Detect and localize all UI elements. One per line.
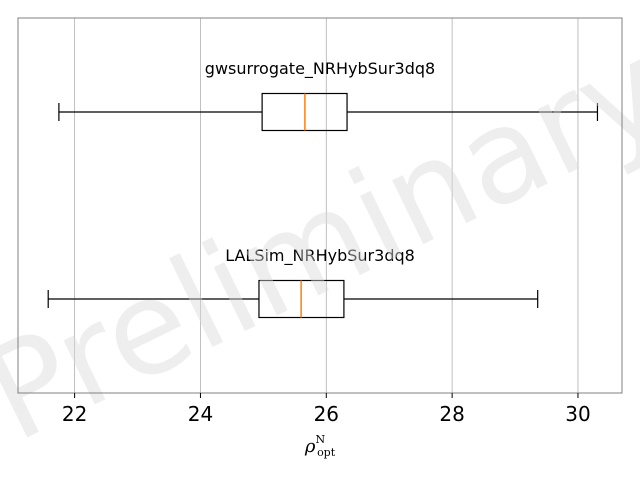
x-axis-ticks: 22 24 26 28 30 xyxy=(62,393,591,426)
grid-lines xyxy=(74,18,579,393)
x-tick-label: 26 xyxy=(314,402,339,426)
x-axis-label-base: ρ xyxy=(304,436,316,457)
series-label: gwsurrogate_NRHybSur3dq8 xyxy=(205,59,435,79)
x-axis-label-sup: N xyxy=(315,433,325,446)
x-tick-label: 28 xyxy=(439,402,464,426)
x-tick-label: 24 xyxy=(188,402,213,426)
x-tick-label: 22 xyxy=(62,402,87,426)
plot-frame xyxy=(17,17,623,394)
x-tick-label: 30 xyxy=(565,402,590,426)
boxes xyxy=(47,92,599,319)
x-axis-label-sub: opt xyxy=(317,446,336,459)
x-axis-label: ρN opt xyxy=(304,433,336,459)
series-label: LALSim_NRHybSur3dq8 xyxy=(225,246,415,266)
box-series xyxy=(58,92,599,132)
series-labels: gwsurrogate_NRHybSur3dq8 LALSim_NRHybSur3… xyxy=(205,59,435,266)
box-series xyxy=(47,279,539,319)
